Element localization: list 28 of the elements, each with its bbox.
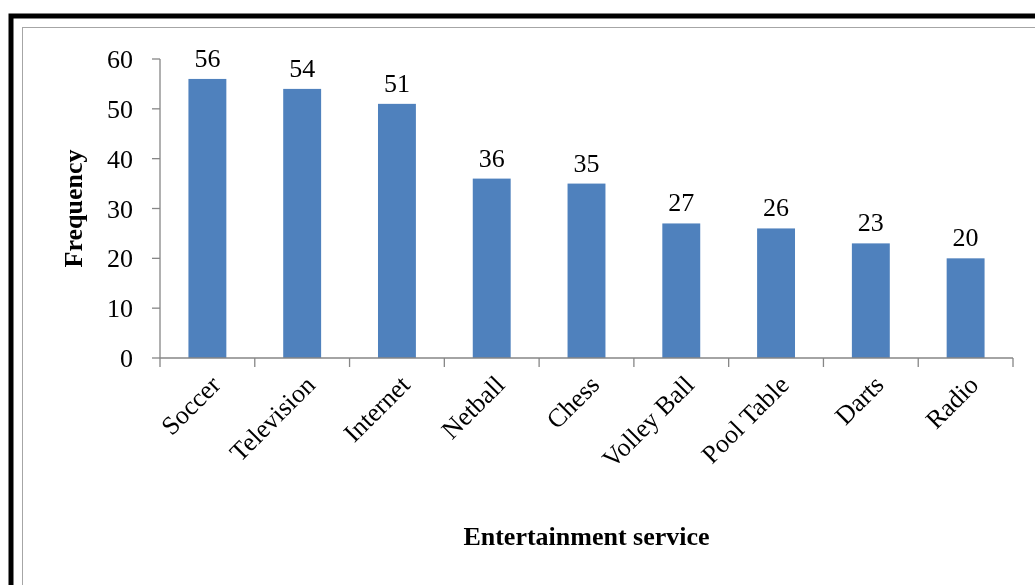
bar — [188, 78, 227, 358]
data-label: 51 — [383, 68, 410, 98]
bar — [662, 223, 701, 358]
x-axis-title: Entertainment service — [463, 522, 710, 551]
bar — [851, 243, 890, 358]
data-label: 54 — [289, 53, 316, 83]
y-axis-title: Frequency — [59, 149, 88, 268]
bar — [377, 103, 416, 358]
data-label: 35 — [573, 148, 600, 178]
y-tick-label: 30 — [107, 194, 133, 224]
data-label: 26 — [763, 193, 790, 223]
x-tick-label: Pool Table — [695, 370, 795, 470]
y-tick-label: 20 — [107, 244, 133, 274]
y-tick-label: 0 — [120, 344, 133, 374]
data-label: 27 — [668, 188, 695, 218]
y-tick-label: 50 — [107, 94, 133, 124]
data-label: 23 — [857, 208, 884, 238]
bar — [283, 88, 322, 358]
bar — [472, 178, 511, 358]
y-tick-label: 40 — [107, 144, 133, 174]
data-label: 36 — [478, 143, 505, 173]
data-label: 56 — [194, 43, 221, 73]
y-tick-label: 10 — [107, 294, 133, 324]
data-label: 20 — [952, 223, 979, 253]
bar — [567, 183, 606, 358]
bar — [946, 258, 985, 358]
y-tick-label: 60 — [107, 45, 133, 75]
bar — [757, 228, 796, 358]
